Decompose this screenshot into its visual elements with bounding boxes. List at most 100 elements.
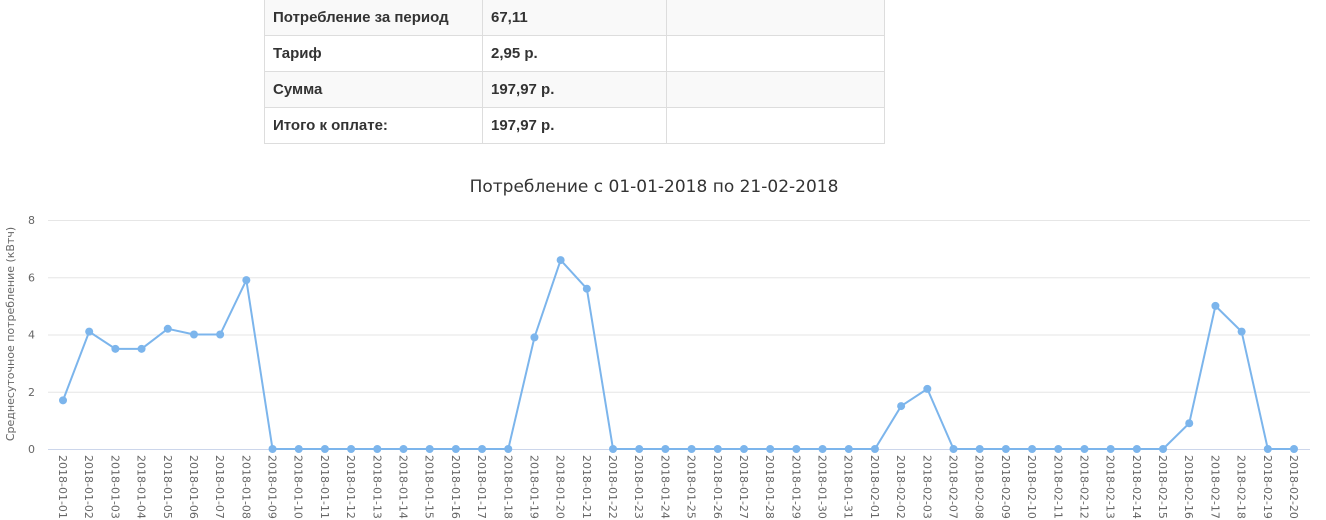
x-tick-label: 2018-01-08 <box>239 455 252 519</box>
x-tick-label: 2018-01-28 <box>763 455 776 519</box>
data-point <box>792 445 801 453</box>
x-tick-label: 2018-01-18 <box>501 455 514 519</box>
data-point <box>609 445 618 453</box>
data-point <box>478 445 487 453</box>
data-point <box>268 445 277 453</box>
chart-title: Потребление с 01-01-2018 по 21-02-2018 <box>470 177 839 197</box>
x-tick-label: 2018-01-11 <box>318 455 331 519</box>
x-tick-label: 2018-01-21 <box>580 455 593 519</box>
x-tick-label: 2018-02-16 <box>1182 455 1195 519</box>
data-point <box>216 330 225 339</box>
data-point <box>451 445 460 453</box>
data-point <box>1080 445 1089 453</box>
x-tick-label: 2018-02-07 <box>947 455 960 519</box>
x-tick-label: 2018-02-01 <box>868 455 881 519</box>
data-point <box>1132 445 1141 453</box>
x-tick-label: 2018-02-09 <box>999 455 1012 519</box>
data-point <box>111 344 120 353</box>
empty-cell <box>666 35 885 72</box>
x-tick-label: 2018-02-12 <box>1077 455 1090 519</box>
data-point <box>1028 445 1037 453</box>
data-point <box>347 445 356 453</box>
x-tick-label: 2018-01-26 <box>711 455 724 519</box>
x-tick-label: 2018-02-19 <box>1261 455 1274 519</box>
data-point <box>137 344 146 353</box>
value-cell: 197,97 р. <box>482 107 667 144</box>
empty-cell <box>666 71 885 108</box>
data-point <box>687 445 696 453</box>
data-point <box>294 445 303 453</box>
x-tick-label: 2018-02-14 <box>1130 455 1143 519</box>
data-point <box>1263 445 1272 453</box>
data-point <box>844 445 853 453</box>
label-cell: Потребление за период <box>264 0 483 36</box>
data-point <box>739 445 748 453</box>
x-tick-label: 2018-01-27 <box>737 455 750 519</box>
empty-cell <box>666 107 885 144</box>
data-point <box>320 445 329 453</box>
x-tick-label: 2018-01-10 <box>292 455 305 519</box>
data-point <box>504 445 513 453</box>
x-tick-label: 2018-02-13 <box>1104 455 1117 519</box>
x-tick-label: 2018-01-29 <box>789 455 802 519</box>
data-line <box>62 258 1294 450</box>
data-point <box>713 445 722 453</box>
data-point <box>163 324 172 333</box>
x-tick-label: 2018-02-11 <box>1051 455 1064 519</box>
data-point <box>399 445 408 453</box>
data-point <box>1237 327 1246 336</box>
x-tick-label: 2018-01-06 <box>187 455 200 519</box>
value-cell: 197,97 р. <box>482 71 667 108</box>
x-tick-label: 2018-02-17 <box>1208 455 1221 519</box>
x-tick-label: 2018-02-02 <box>894 455 907 519</box>
x-tick-label: 2018-01-04 <box>135 455 148 519</box>
data-point <box>1054 445 1063 453</box>
x-tick-label: 2018-01-25 <box>685 455 698 519</box>
data-point <box>818 445 827 453</box>
data-point <box>1211 301 1220 310</box>
data-point <box>975 445 984 453</box>
data-point <box>1159 445 1168 453</box>
data-point <box>1106 445 1115 453</box>
label-cell: Итого к оплате: <box>264 107 483 144</box>
x-tick-label: 2018-01-09 <box>266 455 279 519</box>
data-point <box>949 445 958 453</box>
x-tick-label: 2018-02-18 <box>1235 455 1248 519</box>
data-point <box>1185 419 1194 428</box>
y-tick-label: 6 <box>28 271 35 284</box>
x-tick-label: 2018-01-14 <box>396 455 409 519</box>
data-point <box>189 330 198 339</box>
data-point <box>870 445 879 453</box>
x-tick-label: 2018-01-19 <box>527 455 540 519</box>
x-tick-label: 2018-01-02 <box>82 455 95 519</box>
table-row: Итого к оплате: 197,97 р. <box>264 107 885 144</box>
label-cell: Сумма <box>264 71 483 108</box>
data-point <box>897 402 906 411</box>
y-tick-label: 0 <box>28 443 35 456</box>
x-tick-label: 2018-01-23 <box>632 455 645 519</box>
x-tick-label: 2018-01-07 <box>213 455 226 519</box>
x-tick-label: 2018-01-16 <box>449 455 462 519</box>
x-tick-label: 2018-01-15 <box>423 455 436 519</box>
data-point <box>1001 445 1010 453</box>
table-row: Сумма 197,97 р. <box>264 71 885 108</box>
data-point <box>530 333 539 342</box>
data-point <box>635 445 644 453</box>
x-tick-label: 2018-01-01 <box>56 455 69 519</box>
x-tick-label: 2018-01-31 <box>842 455 855 519</box>
table-row: Потребление за период 67,11 <box>264 0 885 36</box>
data-point <box>923 384 932 393</box>
x-tick-label: 2018-01-03 <box>108 455 121 519</box>
summary-table: Потребление за период 67,11 Тариф 2,95 р. Су… <box>264 0 885 144</box>
x-tick-label: 2018-02-03 <box>920 455 933 519</box>
y-tick-label: 2 <box>28 386 35 399</box>
data-point <box>582 284 591 293</box>
y-tick-label: 4 <box>28 329 35 342</box>
data-point <box>661 445 670 453</box>
x-tick-label: 2018-01-13 <box>370 455 383 519</box>
x-tick-label: 2018-01-22 <box>606 455 619 519</box>
x-tick-label: 2018-01-20 <box>554 455 567 519</box>
data-point <box>425 445 434 453</box>
x-tick-label: 2018-01-24 <box>658 455 671 519</box>
